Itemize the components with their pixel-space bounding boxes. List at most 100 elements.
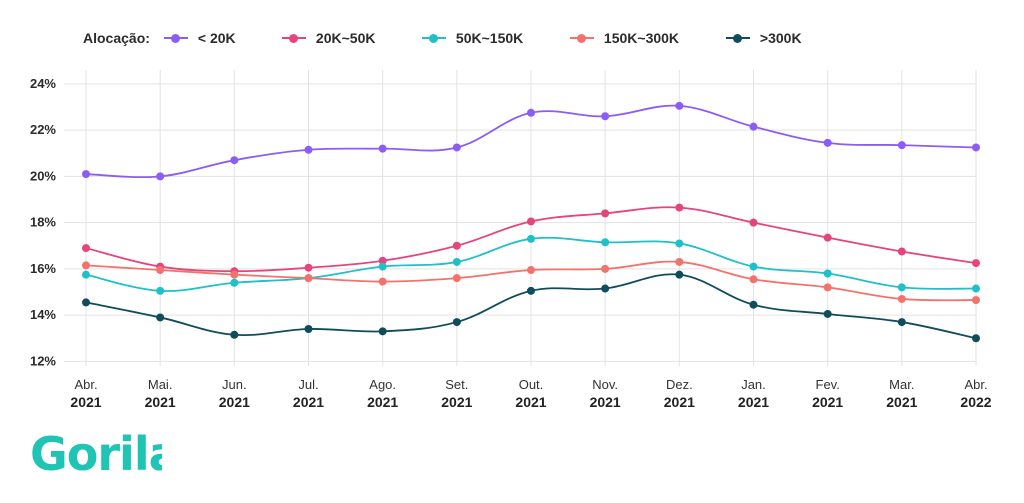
data-point [823, 138, 832, 147]
data-point [304, 274, 313, 283]
data-point [82, 170, 90, 179]
data-point [378, 144, 387, 153]
data-point [82, 244, 90, 253]
x-tick-label-year: 2021 [812, 394, 843, 410]
data-point [675, 239, 684, 248]
legend-label: >300K [759, 30, 802, 46]
legend-item: >300K [725, 30, 816, 46]
legend-item: < 20K [163, 30, 282, 46]
y-tick-label: 22% [30, 122, 56, 137]
x-tick-label-month: Jun. [222, 377, 247, 392]
data-point [823, 283, 832, 292]
x-tick-label-month: Fev. [816, 377, 840, 392]
data-point [601, 264, 610, 273]
data-point [527, 108, 535, 117]
x-tick-label-year: 2021 [515, 394, 546, 410]
x-tick-label-year: 2021 [70, 394, 101, 410]
data-point [749, 300, 758, 309]
x-tick-label-year: 2021 [886, 394, 917, 410]
data-point [675, 270, 684, 279]
data-point [452, 241, 461, 250]
x-tick-label-month: Mai. [148, 377, 173, 392]
data-point [601, 209, 610, 218]
x-tick-label-year: 2021 [367, 394, 398, 410]
x-tick-label-year: 2021 [219, 394, 250, 410]
x-tick-label-year: 2021 [145, 394, 176, 410]
data-point [156, 313, 165, 322]
legend-title: Alocação: [83, 30, 150, 46]
data-point [527, 286, 535, 295]
x-tick-label-month: Jan. [741, 377, 766, 392]
x-tick-label-year: 2022 [960, 394, 991, 410]
data-point [378, 256, 387, 265]
y-tick-label: 18% [30, 215, 56, 230]
data-point [156, 286, 165, 295]
data-point [304, 145, 313, 154]
y-tick-label: 20% [30, 168, 56, 183]
data-point [823, 269, 832, 278]
data-point [527, 266, 535, 275]
data-point [378, 277, 387, 286]
data-point [749, 218, 758, 227]
data-point [82, 298, 90, 307]
data-point [156, 266, 165, 275]
data-point [378, 327, 387, 336]
data-point [230, 330, 239, 339]
legend-swatch [281, 31, 306, 45]
data-point [675, 257, 684, 266]
data-point [601, 112, 610, 121]
gorila-logo: Gorila [30, 428, 162, 478]
line-chart: 12% 14% 16% 18% 20% 22% 24% Abr. 2021 Mai. 2021 Jun… [30, 70, 992, 410]
legend-swatch [421, 31, 446, 45]
data-point [452, 143, 461, 152]
data-point [823, 233, 832, 242]
x-tick-label-month: Mar. [889, 377, 914, 392]
x-tick-label-month: Dez. [666, 377, 693, 392]
data-point [897, 283, 906, 292]
data-point [82, 261, 90, 270]
legend-label: 20K~50K [315, 30, 376, 46]
x-tick-label-year: 2021 [590, 394, 621, 410]
data-point [897, 294, 906, 303]
data-point [897, 247, 906, 256]
data-point [230, 278, 239, 287]
data-point [527, 234, 535, 243]
data-point [749, 275, 758, 284]
x-tick-label-year: 2021 [293, 394, 324, 410]
x-tick-label-month: Abr. [964, 377, 987, 392]
legend-items: < 20K 20K~50K 50K~150K 150K~300K >300K [163, 30, 816, 46]
data-point [749, 122, 758, 131]
data-point [972, 259, 980, 268]
legend-item: 50K~150K [421, 30, 570, 46]
data-point [452, 274, 461, 283]
data-point [749, 262, 758, 271]
legend-label: 150K~300K [603, 30, 680, 46]
data-point [82, 270, 90, 279]
legend-item: 20K~50K [281, 30, 422, 46]
data-point [972, 143, 980, 152]
y-tick-label: 12% [30, 353, 56, 368]
x-tick-label-year: 2021 [738, 394, 769, 410]
data-point [897, 141, 906, 150]
data-point [972, 284, 980, 293]
data-point [304, 325, 313, 333]
legend-swatch [163, 31, 188, 45]
legend-item: 150K~300K [569, 30, 726, 46]
data-point [304, 263, 313, 272]
data-point [452, 257, 461, 266]
legend-label: 50K~150K [455, 30, 524, 46]
y-tick-label: 16% [30, 261, 56, 276]
data-point [527, 217, 535, 226]
data-point [156, 172, 165, 181]
data-point [972, 296, 980, 305]
x-tick-label-month: Ago. [369, 377, 396, 392]
data-point [972, 334, 980, 343]
x-tick-label-month: Out. [519, 377, 544, 392]
chart-legend: Alocação: < 20K 20K~50K 50K~150K 150K~300K >… [83, 28, 816, 48]
legend-label: < 20K [197, 30, 236, 46]
data-point [230, 270, 239, 279]
logo-wordmark: Gorila [30, 428, 162, 478]
y-tick-label: 24% [30, 76, 56, 91]
data-point [452, 318, 461, 327]
x-tick-label-month: Jul. [298, 377, 318, 392]
